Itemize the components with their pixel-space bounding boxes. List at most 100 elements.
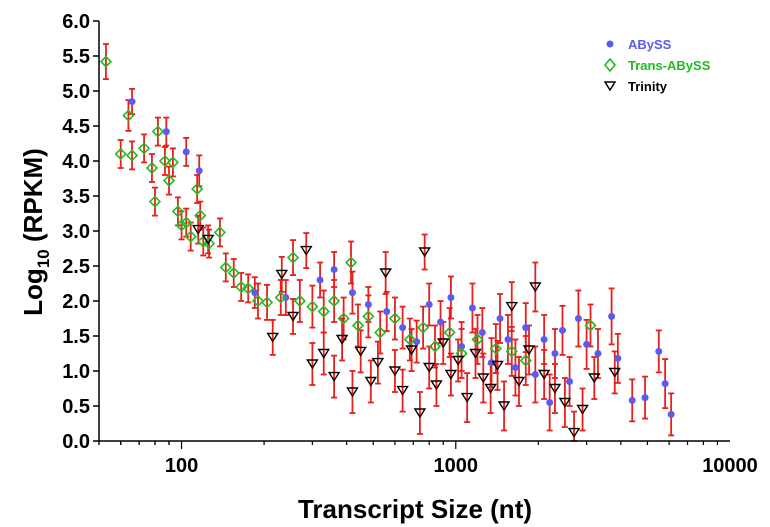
data-point-trinity (469, 348, 482, 359)
y-tick-label: 4.5 (62, 116, 90, 138)
data-point-trinity (512, 376, 526, 387)
data-point-trinity (346, 387, 359, 398)
data-point-abyss (447, 294, 455, 301)
legend-marker-trinity (603, 81, 617, 92)
data-point-trans-abyss (337, 312, 350, 325)
data-point-trinity (300, 245, 313, 256)
data-point-abyss (316, 276, 324, 284)
data-point-trinity (451, 355, 465, 366)
data-point-trans-abyss (362, 310, 375, 323)
data-point-abyss (583, 340, 591, 348)
y-tick-label: 3.0 (62, 221, 90, 243)
data-point-trinity (444, 369, 458, 380)
y-tick-label: 4.0 (62, 151, 90, 173)
legend: ABySS Trans-ABySS Trinity (603, 37, 711, 94)
data-point-trinity (335, 334, 349, 345)
x-tick-label: 10000 (702, 455, 758, 477)
data-point-trans-abyss (351, 319, 365, 332)
data-point-trinity (505, 301, 519, 312)
y-tick-label: 2.0 (62, 291, 90, 313)
data-point-trinity (327, 371, 341, 382)
data-point-trans-abyss (114, 147, 127, 161)
data-point-abyss (468, 304, 476, 312)
data-point-abyss (667, 410, 675, 418)
data-point-trinity (275, 269, 289, 280)
data-point-trans-abyss (99, 55, 113, 68)
data-point-abyss (195, 167, 203, 175)
y-ticks: 0.0 0.5 1.0 1.5 2.0 2.5 3.0 3.5 4.0 4.5 5.0 5.5 6.0 (62, 11, 99, 453)
data-point-trinity (608, 367, 622, 378)
data-point-abyss (458, 343, 466, 350)
x-tick-label: 1000 (434, 455, 479, 477)
data-point-trans-abyss (213, 226, 227, 239)
data-point-abyss (383, 308, 391, 315)
data-point-abyss (614, 354, 622, 362)
data-point-trinity (405, 345, 418, 356)
data-point-trans-abyss (242, 282, 255, 295)
data-point-trans-abyss (251, 294, 265, 308)
data-point-trans-abyss (584, 319, 597, 332)
legend-label-trinity: Trinity (628, 79, 668, 94)
data-point-trans-abyss (122, 109, 135, 122)
data-point-trans-abyss (489, 342, 502, 355)
data-point-trinity (266, 332, 279, 343)
y-axis-title-main: Log (18, 268, 48, 316)
data-point-trans-abyss (443, 326, 456, 339)
data-point-abyss (574, 315, 582, 322)
data-point-trans-abyss (184, 230, 197, 243)
data-point-trinity (491, 360, 504, 371)
data-point-trans-abyss (158, 154, 172, 168)
data-point-abyss (364, 301, 372, 308)
data-point-trinity (537, 369, 551, 380)
data-point-trinity (484, 383, 497, 394)
data-point-abyss (628, 396, 636, 404)
data-point-abyss (478, 329, 486, 336)
data-point-trinity (529, 282, 542, 293)
data-point-trans-abyss (145, 161, 159, 175)
x-axis-title: Transcript Size (nt) (298, 494, 532, 524)
data-point-trans-abyss (260, 296, 274, 309)
data-point-abyss (531, 371, 539, 378)
y-tick-label: 1.0 (62, 361, 90, 383)
data-point-trinity (477, 373, 490, 384)
data-point-trans-abyss (227, 266, 240, 280)
data-point-trans-abyss (306, 300, 319, 313)
legend-label-abyss: ABySS (628, 37, 672, 52)
data-point-trans-abyss (125, 149, 139, 162)
data-point-trinity (567, 427, 581, 438)
y-tick-label: 0.5 (62, 396, 90, 418)
data-point-abyss (655, 347, 663, 355)
legend-item-trinity: Trinity (603, 79, 668, 94)
data-point-abyss (551, 350, 559, 357)
data-point-trinity (201, 234, 215, 245)
data-point-abyss (162, 128, 170, 136)
legend-item-trans-abyss: Trans-ABySS (603, 57, 711, 73)
data-point-trans-abyss (219, 261, 232, 274)
data-point-trans-abyss (235, 280, 248, 294)
data-point-abyss (425, 301, 433, 308)
data-point-trinity (306, 359, 319, 370)
data-point-trinity (460, 392, 474, 403)
data-point-abyss (504, 336, 512, 343)
data-markers (99, 55, 675, 438)
data-point-trinity (388, 366, 402, 377)
data-point-abyss (511, 364, 519, 371)
data-point-trans-abyss (137, 142, 151, 155)
data-point-trinity (371, 357, 385, 368)
data-point-trinity (286, 311, 300, 322)
data-point-trans-abyss (344, 256, 358, 269)
legend-marker-trans-abyss (603, 57, 617, 73)
data-point-trinity (576, 404, 589, 415)
data-point-trinity (191, 224, 205, 235)
data-point-trans-abyss (202, 237, 216, 250)
data-point-trans-abyss (274, 291, 287, 304)
y-tick-label: 6.0 (62, 11, 90, 33)
y-axis-title: Log10 (RPKM) (18, 148, 53, 316)
y-axis-title-rest: (RPKM) (18, 148, 48, 249)
data-point-trinity (497, 401, 511, 412)
data-point-trinity (436, 338, 450, 349)
y-tick-label: 2.5 (62, 256, 90, 278)
data-point-trans-abyss (293, 294, 306, 308)
data-point-abyss (594, 350, 602, 357)
